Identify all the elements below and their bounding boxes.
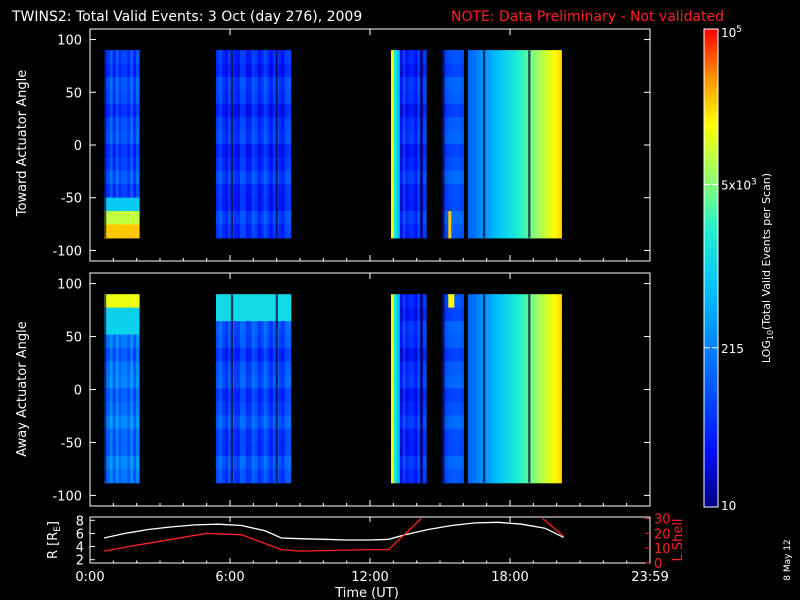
colorbar-ticks: 105 5x103 215 10	[704, 25, 757, 513]
toward-ylabel: Toward Actuator Angle	[15, 70, 30, 217]
away-panel-cells	[104, 294, 562, 484]
away-panel-block-1	[216, 294, 292, 484]
away-panel-ytick-label: -100	[52, 489, 82, 504]
time-tick-label: 23:59	[631, 570, 668, 585]
toward-panel-ytick-label: 50	[65, 86, 82, 101]
away-ylabel: Away Actuator Angle	[15, 321, 30, 456]
data-note: NOTE: Data Preliminary - Not validated	[451, 9, 724, 25]
lshell-series-line-1	[103, 518, 422, 552]
toward-panel-cells	[104, 50, 562, 239]
colorbar-label: LOG10(Total Valid Events per Scan)	[760, 173, 775, 363]
colorbar	[703, 28, 719, 508]
away-panel-ytick-label: 0	[74, 384, 82, 399]
date-stamp: 8 May 12	[783, 539, 793, 581]
colorbar-tick-label: 5x103	[721, 177, 757, 192]
lshell-tick-label: 10	[654, 542, 671, 557]
toward-panel-block-0	[104, 50, 140, 239]
away-heatmap-panel: 100 50 0 -50 -100	[52, 272, 651, 507]
lshell-tick-label: 20	[654, 527, 671, 542]
lshell-axis-label: L Shell	[671, 518, 686, 561]
radius-series-line	[103, 521, 564, 541]
radius-axis-label: R [RE]	[46, 521, 63, 559]
away-panel-block-4	[468, 294, 562, 484]
colorbar-tick-label: 10	[721, 499, 736, 513]
lshell-tick-label: 0	[654, 557, 662, 572]
time-tick-label: 18:00	[491, 570, 528, 585]
radius-tick-label: 2	[76, 554, 84, 569]
colorbar-tick-label: 105	[721, 25, 742, 40]
figure-title: TWINS2: Total Valid Events: 3 Oct (day 2…	[11, 9, 362, 25]
toward-panel-block-3	[442, 50, 464, 239]
toward-panel-block-4	[468, 50, 562, 239]
away-panel-block-2	[391, 294, 427, 484]
away-panel-ytick-label: 100	[57, 278, 82, 293]
toward-panel-ytick-label: 0	[74, 139, 82, 154]
time-tick-label: 6:00	[215, 570, 244, 585]
colorbar-tick-label: 215	[721, 342, 744, 356]
away-panel-block-0	[104, 294, 140, 484]
toward-heatmap-panel: 100 50 0 -50 -100	[52, 28, 651, 262]
toward-panel-ytick-label: 100	[57, 34, 82, 49]
toward-panel-ytick-label: -100	[52, 244, 82, 259]
toward-panel-ytick-label: -50	[61, 192, 82, 207]
radius-tick-label: 4	[76, 541, 84, 556]
radius-tick-label: 8	[76, 514, 84, 529]
away-panel-ytick-label: 50	[65, 331, 82, 346]
toward-panel-block-1	[216, 50, 292, 239]
lshell-series-line-2	[542, 518, 565, 537]
time-tick-label: 0:00	[75, 570, 104, 585]
away-panel-ytick-label: -50	[61, 436, 82, 451]
time-tick-label: 12:00	[351, 570, 388, 585]
radius-tick-label: 6	[76, 527, 84, 542]
away-panel-block-3	[442, 294, 464, 484]
toward-panel-block-2	[391, 50, 427, 239]
time-axis-label: Time (UT)	[334, 586, 399, 600]
lshell-tick-label: 30	[654, 512, 671, 527]
